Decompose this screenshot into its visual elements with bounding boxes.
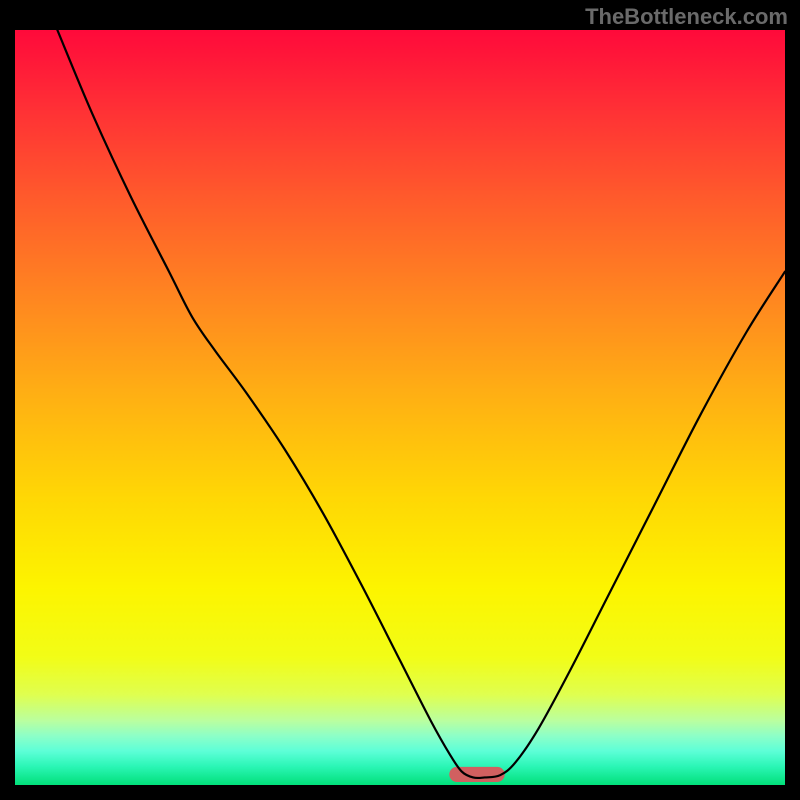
- bottleneck-curve: [57, 30, 785, 778]
- watermark-text: TheBottleneck.com: [585, 4, 788, 30]
- plot-area: [15, 30, 785, 785]
- valley-marker: [449, 767, 504, 782]
- chart-frame: TheBottleneck.com: [0, 0, 800, 800]
- curve-layer: [15, 30, 785, 785]
